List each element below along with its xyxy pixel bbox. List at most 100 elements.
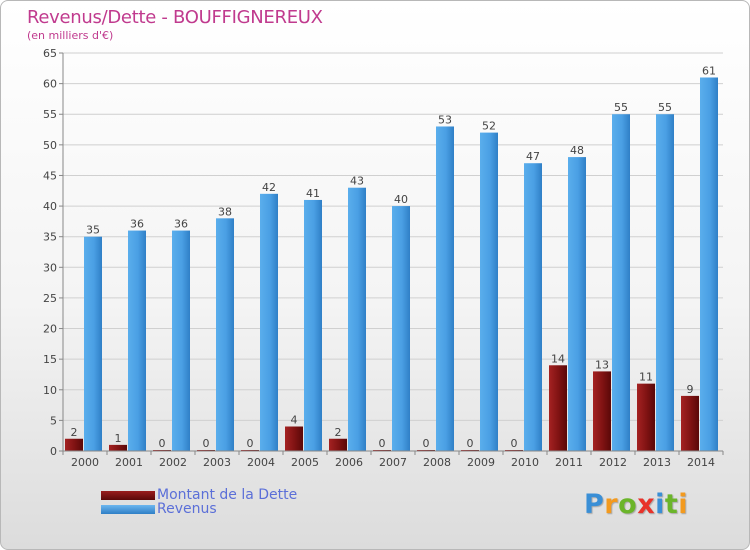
x-tick-label-2004: 2004 — [247, 456, 275, 469]
bar-debt-2014 — [681, 395, 699, 451]
bar-debt-2012 — [593, 371, 611, 451]
data-label-debt-2001: 1 — [115, 432, 122, 445]
labels: 0510152025303540455055606523520001362001… — [43, 47, 716, 469]
logo-letter: i — [678, 489, 689, 520]
x-tick-label-2003: 2003 — [203, 456, 231, 469]
data-label-revenue-2001: 36 — [130, 218, 144, 231]
x-tick-label-2012: 2012 — [599, 456, 627, 469]
x-tick-label-2008: 2008 — [423, 456, 451, 469]
data-label-revenue-2010: 47 — [526, 150, 540, 163]
data-label-revenue-2012: 55 — [614, 101, 628, 114]
bar-revenue-2013 — [656, 114, 674, 451]
data-label-debt-2014: 9 — [687, 383, 694, 396]
data-label-debt-2000: 2 — [71, 426, 78, 439]
data-label-revenue-2002: 36 — [174, 218, 188, 231]
x-tick-label-2010: 2010 — [511, 456, 539, 469]
bar-revenue-2011 — [568, 157, 586, 452]
bar-revenue-2001 — [128, 230, 146, 451]
x-tick-label-2002: 2002 — [159, 456, 187, 469]
data-label-debt-2010: 0 — [511, 437, 518, 450]
data-label-revenue-2011: 48 — [570, 144, 584, 157]
y-tick-label: 25 — [43, 292, 57, 305]
x-tick-label-2013: 2013 — [643, 456, 671, 469]
data-label-revenue-2003: 38 — [218, 205, 232, 218]
x-tick-label-2011: 2011 — [555, 456, 583, 469]
data-label-debt-2012: 13 — [595, 358, 609, 371]
proxiti-logo: Proxiti — [584, 489, 688, 520]
axes — [59, 52, 724, 455]
legend-item-debt: Montant de la Dette — [101, 487, 297, 503]
data-label-revenue-2007: 40 — [394, 193, 408, 206]
y-tick-label: 45 — [43, 169, 57, 182]
data-label-debt-2003: 0 — [203, 437, 210, 450]
data-label-revenue-2004: 42 — [262, 181, 276, 194]
y-tick-label: 55 — [43, 108, 57, 121]
y-tick-label: 20 — [43, 323, 57, 336]
logo-letter: x — [637, 489, 656, 520]
y-tick-label: 15 — [43, 353, 57, 366]
data-label-debt-2006: 2 — [335, 426, 342, 439]
x-tick-label-2000: 2000 — [71, 456, 99, 469]
x-tick-label-2001: 2001 — [115, 456, 143, 469]
data-label-revenue-2013: 55 — [658, 101, 672, 114]
chart-subtitle: (en milliers d'€) — [27, 29, 114, 42]
bar-revenue-2003 — [216, 218, 234, 451]
bar-debt-2006 — [329, 438, 347, 451]
data-label-debt-2008: 0 — [423, 437, 430, 450]
x-tick-label-2009: 2009 — [467, 456, 495, 469]
bar-debt-2005 — [285, 426, 303, 451]
x-tick-label-2007: 2007 — [379, 456, 407, 469]
y-tick-label: 50 — [43, 139, 57, 152]
data-label-revenue-2009: 52 — [482, 120, 496, 133]
data-label-debt-2002: 0 — [159, 437, 166, 450]
legend-swatch-revenue — [101, 504, 155, 514]
y-tick-label: 5 — [50, 414, 57, 427]
logo-letter: i — [655, 489, 665, 520]
legend-label-revenue: Revenus — [157, 501, 217, 517]
x-tick-label-2005: 2005 — [291, 456, 319, 469]
data-label-revenue-2008: 53 — [438, 113, 452, 126]
bar-revenue-2004 — [260, 193, 278, 452]
y-tick-label: 65 — [43, 47, 57, 60]
bar-revenue-2010 — [524, 163, 542, 451]
x-tick-label-2006: 2006 — [335, 456, 363, 469]
bar-revenue-2000 — [84, 236, 102, 451]
y-tick-label: 60 — [43, 78, 57, 91]
bar-debt-2013 — [637, 383, 655, 451]
y-tick-label: 0 — [50, 445, 57, 458]
logo-letter: t — [664, 489, 679, 520]
bar-debt-2000 — [65, 438, 83, 451]
data-label-debt-2009: 0 — [467, 437, 474, 450]
bar-revenue-2006 — [348, 187, 366, 451]
legend-item-revenue: Revenus — [101, 501, 217, 517]
bar-revenue-2008 — [436, 126, 454, 451]
data-label-debt-2011: 14 — [551, 352, 565, 365]
bar-revenue-2007 — [392, 206, 410, 451]
bar-revenue-2009 — [480, 132, 498, 451]
data-label-revenue-2014: 61 — [702, 64, 716, 77]
legend-swatch-debt — [101, 490, 155, 500]
bar-debt-2011 — [549, 365, 567, 451]
logo-letter: o — [618, 489, 638, 520]
data-label-debt-2013: 11 — [639, 371, 653, 384]
y-tick-label: 10 — [43, 384, 57, 397]
data-label-debt-2005: 4 — [291, 414, 298, 427]
bar-debt-2001 — [109, 444, 127, 451]
bars — [65, 77, 718, 452]
bar-revenue-2005 — [304, 199, 322, 451]
chart-title: Revenus/Dette - BOUFFIGNEREUX — [27, 7, 323, 28]
y-tick-label: 35 — [43, 231, 57, 244]
x-tick-label-2014: 2014 — [687, 456, 715, 469]
y-tick-label: 30 — [43, 261, 57, 274]
legend-label-debt: Montant de la Dette — [157, 487, 298, 503]
data-label-debt-2004: 0 — [247, 437, 254, 450]
bar-revenue-2014 — [700, 77, 718, 451]
logo-letter: P — [584, 489, 605, 520]
logo-letter: r — [604, 489, 619, 520]
data-label-revenue-2006: 43 — [350, 175, 364, 188]
y-tick-label: 40 — [43, 200, 57, 213]
data-label-revenue-2005: 41 — [306, 187, 320, 200]
bar-revenue-2012 — [612, 114, 630, 451]
